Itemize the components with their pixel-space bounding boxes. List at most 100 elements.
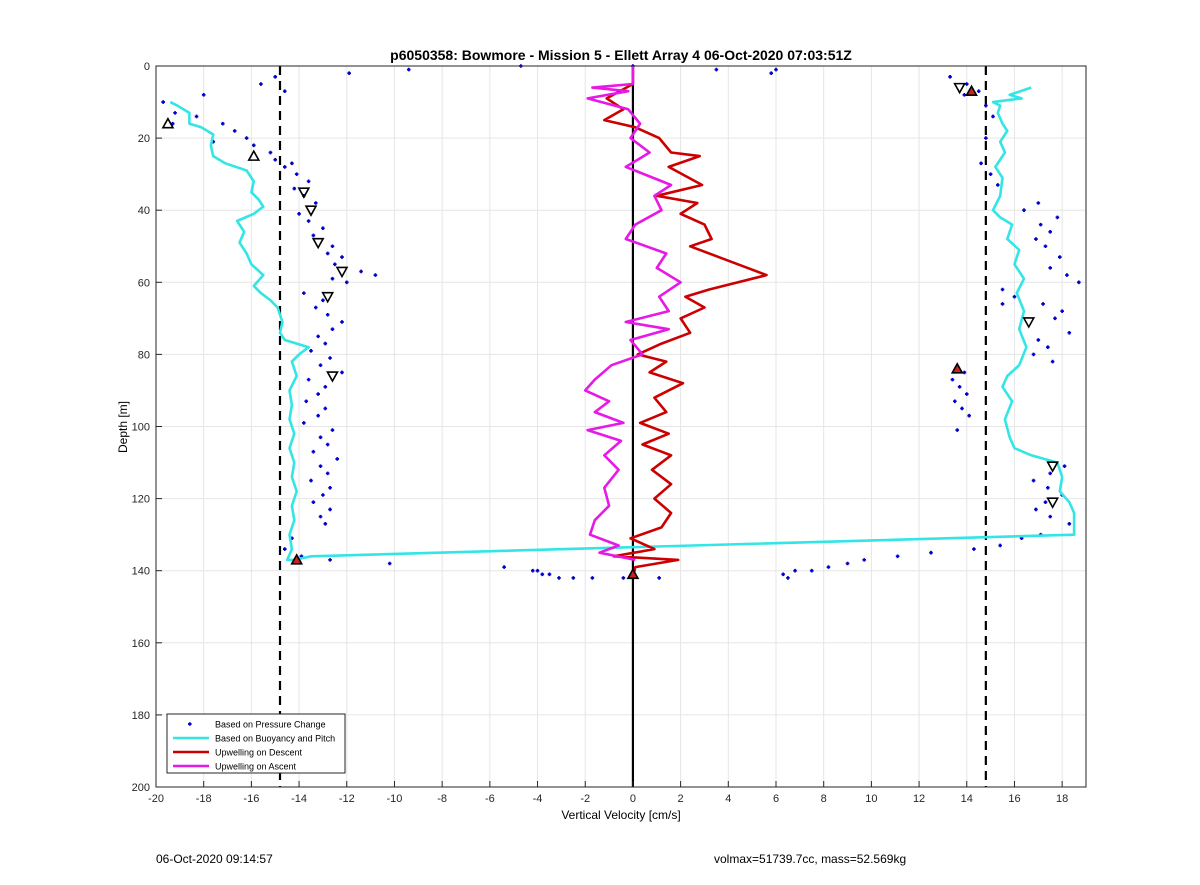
pressure-change-point	[273, 157, 278, 162]
x-tick-label: 14	[961, 793, 973, 805]
axes: -20 -18 -16 -14 -12 -10 -8 -6 -4 -2 0 2 4 6 8 10 12 14 16 1…	[132, 61, 1087, 805]
x-tick-label: 18	[1056, 793, 1068, 805]
pressure-change-point	[316, 334, 320, 339]
pressure-change-point	[406, 67, 411, 72]
pressure-change-point	[297, 212, 301, 216]
pressure-change-point	[201, 93, 206, 97]
pressure-change-point	[232, 129, 237, 133]
x-tick-label: -4	[533, 793, 543, 805]
pressure-change-point	[1036, 338, 1041, 342]
pressure-change-point	[161, 100, 165, 104]
pressure-change-point	[1038, 222, 1043, 227]
pressure-change-point	[1000, 287, 1005, 292]
pressure-change-point	[347, 71, 351, 76]
pressure-change-point	[960, 406, 964, 411]
y-tick-label: 200	[132, 782, 150, 794]
pressure-change-point	[318, 363, 323, 368]
pressure-change-point	[373, 273, 378, 277]
pressure-change-point	[964, 392, 969, 396]
pressure-change-point	[325, 471, 330, 476]
marker-layer	[161, 82, 1059, 580]
pressure-change-point	[967, 413, 971, 418]
pressure-change-point	[340, 320, 344, 324]
pressure-change-point	[1031, 478, 1036, 483]
pressure-change-point	[340, 370, 344, 375]
pressure-change-point	[1053, 316, 1057, 321]
pressure-change-point	[325, 312, 330, 317]
pressure-change-point	[220, 121, 225, 126]
pressure-change-point	[557, 576, 561, 580]
pressure-change-point	[282, 547, 287, 551]
pressure-change-point	[1048, 514, 1053, 519]
pressure-change-point	[316, 413, 320, 418]
pressure-change-point	[621, 576, 626, 580]
pressure-change-point	[1057, 255, 1062, 259]
footer-timestamp: 06-Oct-2020 09:14:57	[156, 852, 273, 866]
pressure-change-point	[530, 568, 535, 573]
footer-volmax-mass: volmax=51739.7cc, mass=52.569kg	[714, 852, 907, 866]
x-axis-label: Vertical Velocity [cm/s]	[561, 808, 680, 822]
pressure-change-point	[306, 179, 311, 184]
pressure-change-point	[311, 233, 316, 238]
pressure-change-point	[318, 435, 323, 440]
pressure-change-point	[323, 385, 328, 389]
triangle-down-marker	[326, 371, 339, 383]
pressure-change-point	[323, 341, 328, 346]
pressure-change-point	[330, 428, 335, 432]
pressure-change-point	[793, 568, 797, 573]
x-tick-label: -20	[148, 793, 164, 805]
pressure-change-point	[328, 485, 332, 490]
pressure-change-point	[311, 500, 316, 505]
x-tick-label: -16	[243, 793, 259, 805]
pressure-change-point	[325, 442, 330, 447]
pressure-change-point	[1048, 471, 1053, 476]
x-tick-label: 12	[913, 793, 925, 805]
pressure-change-point	[313, 201, 318, 205]
pressure-change-point	[929, 550, 933, 555]
y-tick-label: 140	[132, 566, 150, 578]
legend: Based on Pressure Change Based on Buoyanc…	[166, 713, 346, 774]
pressure-change-point	[1012, 294, 1017, 299]
pressure-change-point	[1048, 266, 1053, 270]
pressure-change-point	[321, 493, 325, 497]
pressure-change-point	[535, 568, 540, 573]
pressure-change-point	[984, 103, 988, 108]
pressure-change-point	[302, 291, 306, 295]
pressure-change-point	[306, 219, 311, 223]
y-tick-label: 60	[138, 277, 150, 289]
triangle-up-marker	[965, 84, 978, 97]
pressure-change-point	[540, 572, 545, 577]
based-on-buoyancy-and-pitch-line	[169, 86, 1076, 562]
y-tick-label: 160	[132, 638, 150, 650]
pressure-change-point	[173, 111, 177, 115]
pressure-change-point	[1065, 273, 1069, 277]
pressure-change-point	[309, 478, 313, 483]
pressure-change-point	[1036, 201, 1041, 205]
pressure-change-point	[1000, 302, 1005, 306]
pressure-change-point	[309, 348, 313, 353]
x-tick-label: -6	[485, 793, 495, 805]
x-tick-label: 8	[821, 793, 827, 805]
pressure-change-point	[786, 576, 790, 580]
pressure-change-point	[268, 150, 273, 155]
pressure-change-point	[948, 75, 952, 79]
pressure-change-point	[950, 377, 955, 382]
triangle-down-marker	[1046, 461, 1059, 473]
pressure-change-point	[325, 251, 330, 256]
pressure-change-point	[1048, 230, 1053, 234]
pressure-change-point	[311, 449, 316, 454]
x-tick-label: -8	[437, 793, 447, 805]
series-layer	[161, 64, 1081, 787]
pressure-change-point	[330, 276, 335, 281]
pressure-change-point	[282, 89, 287, 94]
pressure-change-point	[321, 226, 325, 231]
pressure-change-point	[333, 262, 337, 267]
pressure-change-point	[962, 93, 967, 97]
pressure-change-point	[979, 161, 983, 166]
pressure-change-point	[259, 82, 263, 86]
pressure-change-point	[1067, 330, 1072, 335]
triangle-down-marker	[1022, 317, 1036, 329]
pressure-change-point	[826, 565, 831, 569]
pressure-change-point	[302, 421, 306, 425]
pressure-change-point	[318, 514, 323, 519]
